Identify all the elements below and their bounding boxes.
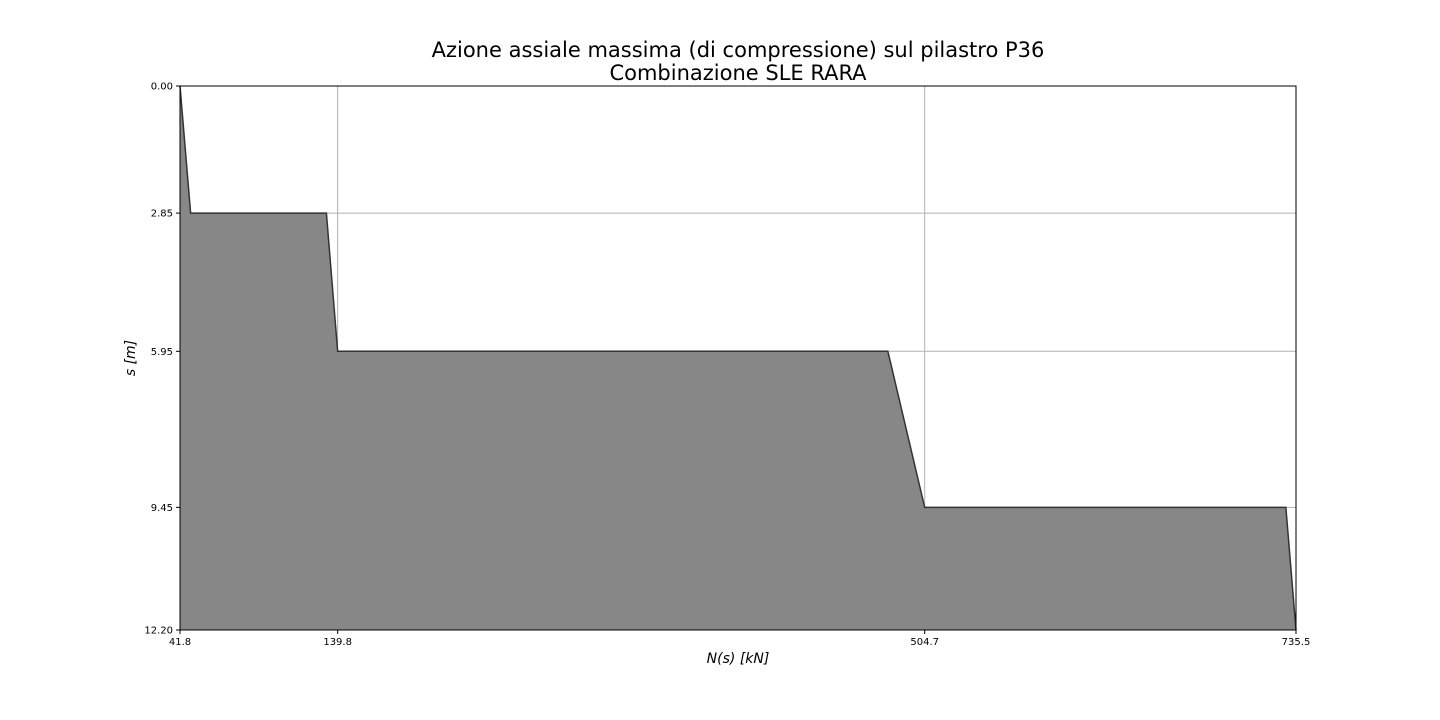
y-tick-label: 9.45 (151, 503, 173, 514)
y-tick-label: 0.00 (151, 82, 173, 93)
x-tick-label: 504.7 (910, 637, 939, 648)
x-axis-label: N(s) [kN] (707, 651, 770, 667)
y-axis-label: s [m] (123, 340, 139, 376)
chart-title-line-2: Combinazione SLE RARA (609, 61, 867, 85)
x-tick-label: 139.8 (323, 637, 352, 648)
x-tick-label: 735.5 (1282, 637, 1311, 648)
x-tick-label: 41.8 (169, 637, 191, 648)
y-tick-label: 12.20 (144, 626, 173, 637)
chart-title-line-1: Azione assiale massima (di compressione)… (432, 38, 1045, 62)
plot-frame (179, 85, 1297, 631)
y-tick-label: 2.85 (151, 209, 173, 220)
y-tick-label: 5.95 (151, 347, 173, 358)
series-area-fill (180, 86, 1296, 630)
axis-ticks: 41.8 139.8 504.7 735.5 0.00 2.85 5.95 9.45 12.20 (144, 82, 1310, 649)
series-outline (179, 85, 1297, 631)
